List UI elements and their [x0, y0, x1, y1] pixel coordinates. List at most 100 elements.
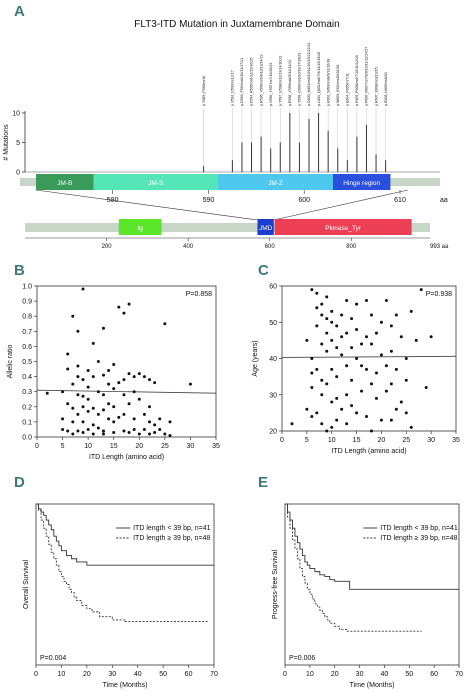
scatter-point	[389, 324, 393, 328]
scatter-point	[86, 427, 90, 431]
scatter-point	[101, 373, 105, 377]
scatter-point	[86, 409, 90, 413]
x-tick-label: 20	[331, 671, 339, 678]
x-tick-label: 60	[185, 671, 193, 678]
scatter-point	[320, 422, 324, 426]
zoom-connector-right	[273, 189, 409, 221]
scatter-point	[315, 367, 319, 371]
protein-domain	[118, 219, 162, 235]
x-tick-label: 30	[108, 671, 116, 678]
zoom-domain-label: Hinge region	[343, 180, 380, 187]
scatter-point	[325, 349, 329, 353]
trend-line	[281, 355, 457, 358]
chart-title: FLT3-ITD Mutation in Juxtamembrane Domai…	[134, 19, 339, 30]
scatter-point	[394, 407, 398, 411]
scatter-point	[137, 372, 141, 376]
scatter-point	[117, 415, 121, 419]
scatter-point	[81, 378, 85, 382]
scatter-point	[96, 360, 100, 363]
scatter-point	[76, 375, 80, 379]
scatter-point	[66, 352, 70, 356]
x-tick-label: 30	[356, 671, 364, 678]
p-value: P=0.004	[40, 655, 66, 662]
x-tick-label: 25	[402, 437, 410, 444]
protein-tick-label: 400	[183, 244, 194, 250]
x-tick-label: 50	[405, 671, 413, 678]
mutation-label: p.P606_R607ins7/8/9/10/11/12/24/27	[365, 47, 369, 106]
scatter-point	[91, 432, 95, 436]
y-tick-label: 0.2	[22, 404, 32, 411]
scatter-point	[76, 412, 80, 416]
scatter-point	[112, 405, 116, 409]
scatter-point	[325, 429, 329, 433]
scatter-point	[355, 411, 359, 415]
scatter-point	[330, 338, 334, 342]
scatter-point	[320, 342, 324, 346]
x-tick-label: 20	[83, 671, 91, 678]
scatter-point	[71, 314, 75, 318]
y-tick-label: 5	[16, 140, 20, 147]
km-curve-short-itd	[285, 503, 459, 590]
protein-domain	[274, 219, 412, 235]
mutation-label: p.K602_W603ins8/9/12/16/18	[326, 59, 330, 106]
p-value: P=0.938	[426, 291, 452, 298]
scatter-point	[350, 378, 354, 382]
scatter-point	[101, 408, 105, 412]
y-tick-label: 20	[269, 429, 277, 436]
x-tick-label: 10	[84, 443, 92, 450]
scatter-point	[142, 375, 146, 379]
y-tick-label: 0.4	[22, 374, 32, 381]
scatter-point	[369, 382, 373, 386]
scatter-point	[389, 418, 393, 422]
scatter-point	[335, 346, 339, 350]
scatter-point	[71, 406, 75, 410]
scatter-point	[101, 326, 105, 330]
zoom-tick-label: 600	[298, 197, 310, 204]
scatter-point	[379, 418, 383, 422]
legend-label: ITD length < 39 bp, n=41	[380, 525, 458, 532]
panel-letter-a: A	[14, 3, 25, 20]
scatter-point	[340, 335, 344, 339]
scatter-point	[96, 426, 100, 430]
scatter-point	[310, 288, 314, 292]
protein-domain-label: Ig	[138, 225, 144, 232]
scatter-point	[325, 331, 329, 335]
scatter-point	[340, 353, 344, 357]
scatter-point	[91, 423, 95, 427]
x-tick-label: 60	[430, 671, 438, 678]
scatter-point	[61, 417, 65, 421]
y-tick-label: 0	[16, 170, 20, 177]
scatter-point	[360, 389, 364, 393]
scatter-point	[81, 430, 85, 434]
x-tick-label: 35	[212, 443, 220, 450]
x-tick-label: 10	[306, 671, 314, 678]
scatter-point	[91, 406, 95, 410]
y-tick-label: 1.0	[22, 284, 32, 291]
scatter-point	[310, 357, 314, 360]
zoom-domain-label: JM-Z	[268, 180, 283, 187]
scatter-point	[305, 407, 309, 411]
scatter-point	[122, 429, 126, 433]
scatter-point	[330, 400, 334, 404]
scatter-point	[112, 420, 116, 424]
zoom-domain-label: JM-B	[57, 180, 72, 187]
scatter-point	[61, 390, 65, 394]
scatter-point	[365, 299, 369, 302]
zoom-domain	[218, 174, 333, 190]
y-tick-label: 0.0	[22, 435, 32, 442]
km-curve-long-itd	[285, 503, 422, 632]
scatter-point	[153, 381, 157, 385]
scatter-point	[127, 302, 131, 306]
scatter-point	[369, 429, 373, 433]
y-tick-label: 0.6	[22, 344, 32, 351]
scatter-point	[96, 390, 100, 394]
x-tick-label: 70	[210, 671, 218, 678]
scatter-point	[345, 364, 349, 368]
zoom-domain	[36, 174, 94, 190]
scatter-point	[91, 341, 95, 345]
scatter-point	[404, 357, 408, 360]
scatter-point	[315, 291, 319, 295]
mutation-label: p.E608_N609ins8/30	[384, 72, 388, 106]
scatter-point	[419, 288, 423, 292]
scatter-point	[389, 382, 393, 386]
